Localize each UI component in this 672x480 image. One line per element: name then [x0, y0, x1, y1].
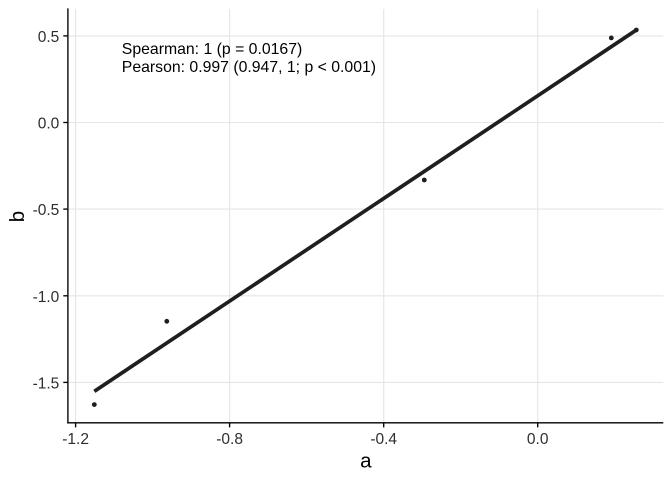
svg-text:a: a: [360, 450, 372, 473]
svg-text:b: b: [6, 211, 29, 222]
svg-text:-1.0: -1.0: [33, 289, 60, 306]
svg-text:Spearman: 1 (p = 0.0167): Spearman: 1 (p = 0.0167): [122, 41, 302, 58]
svg-text:-0.8: -0.8: [216, 431, 243, 448]
svg-text:Pearson: 0.997 (0.947, 1; p <: Pearson: 0.997 (0.947, 1; p < 0.001): [122, 59, 376, 76]
svg-text:0.0: 0.0: [527, 431, 549, 448]
svg-text:-1.2: -1.2: [62, 431, 89, 448]
svg-text:0.5: 0.5: [38, 29, 60, 46]
svg-text:-0.5: -0.5: [33, 202, 60, 219]
svg-text:0.0: 0.0: [38, 116, 60, 133]
svg-text:-0.4: -0.4: [370, 431, 397, 448]
svg-text:-1.5: -1.5: [33, 375, 60, 392]
